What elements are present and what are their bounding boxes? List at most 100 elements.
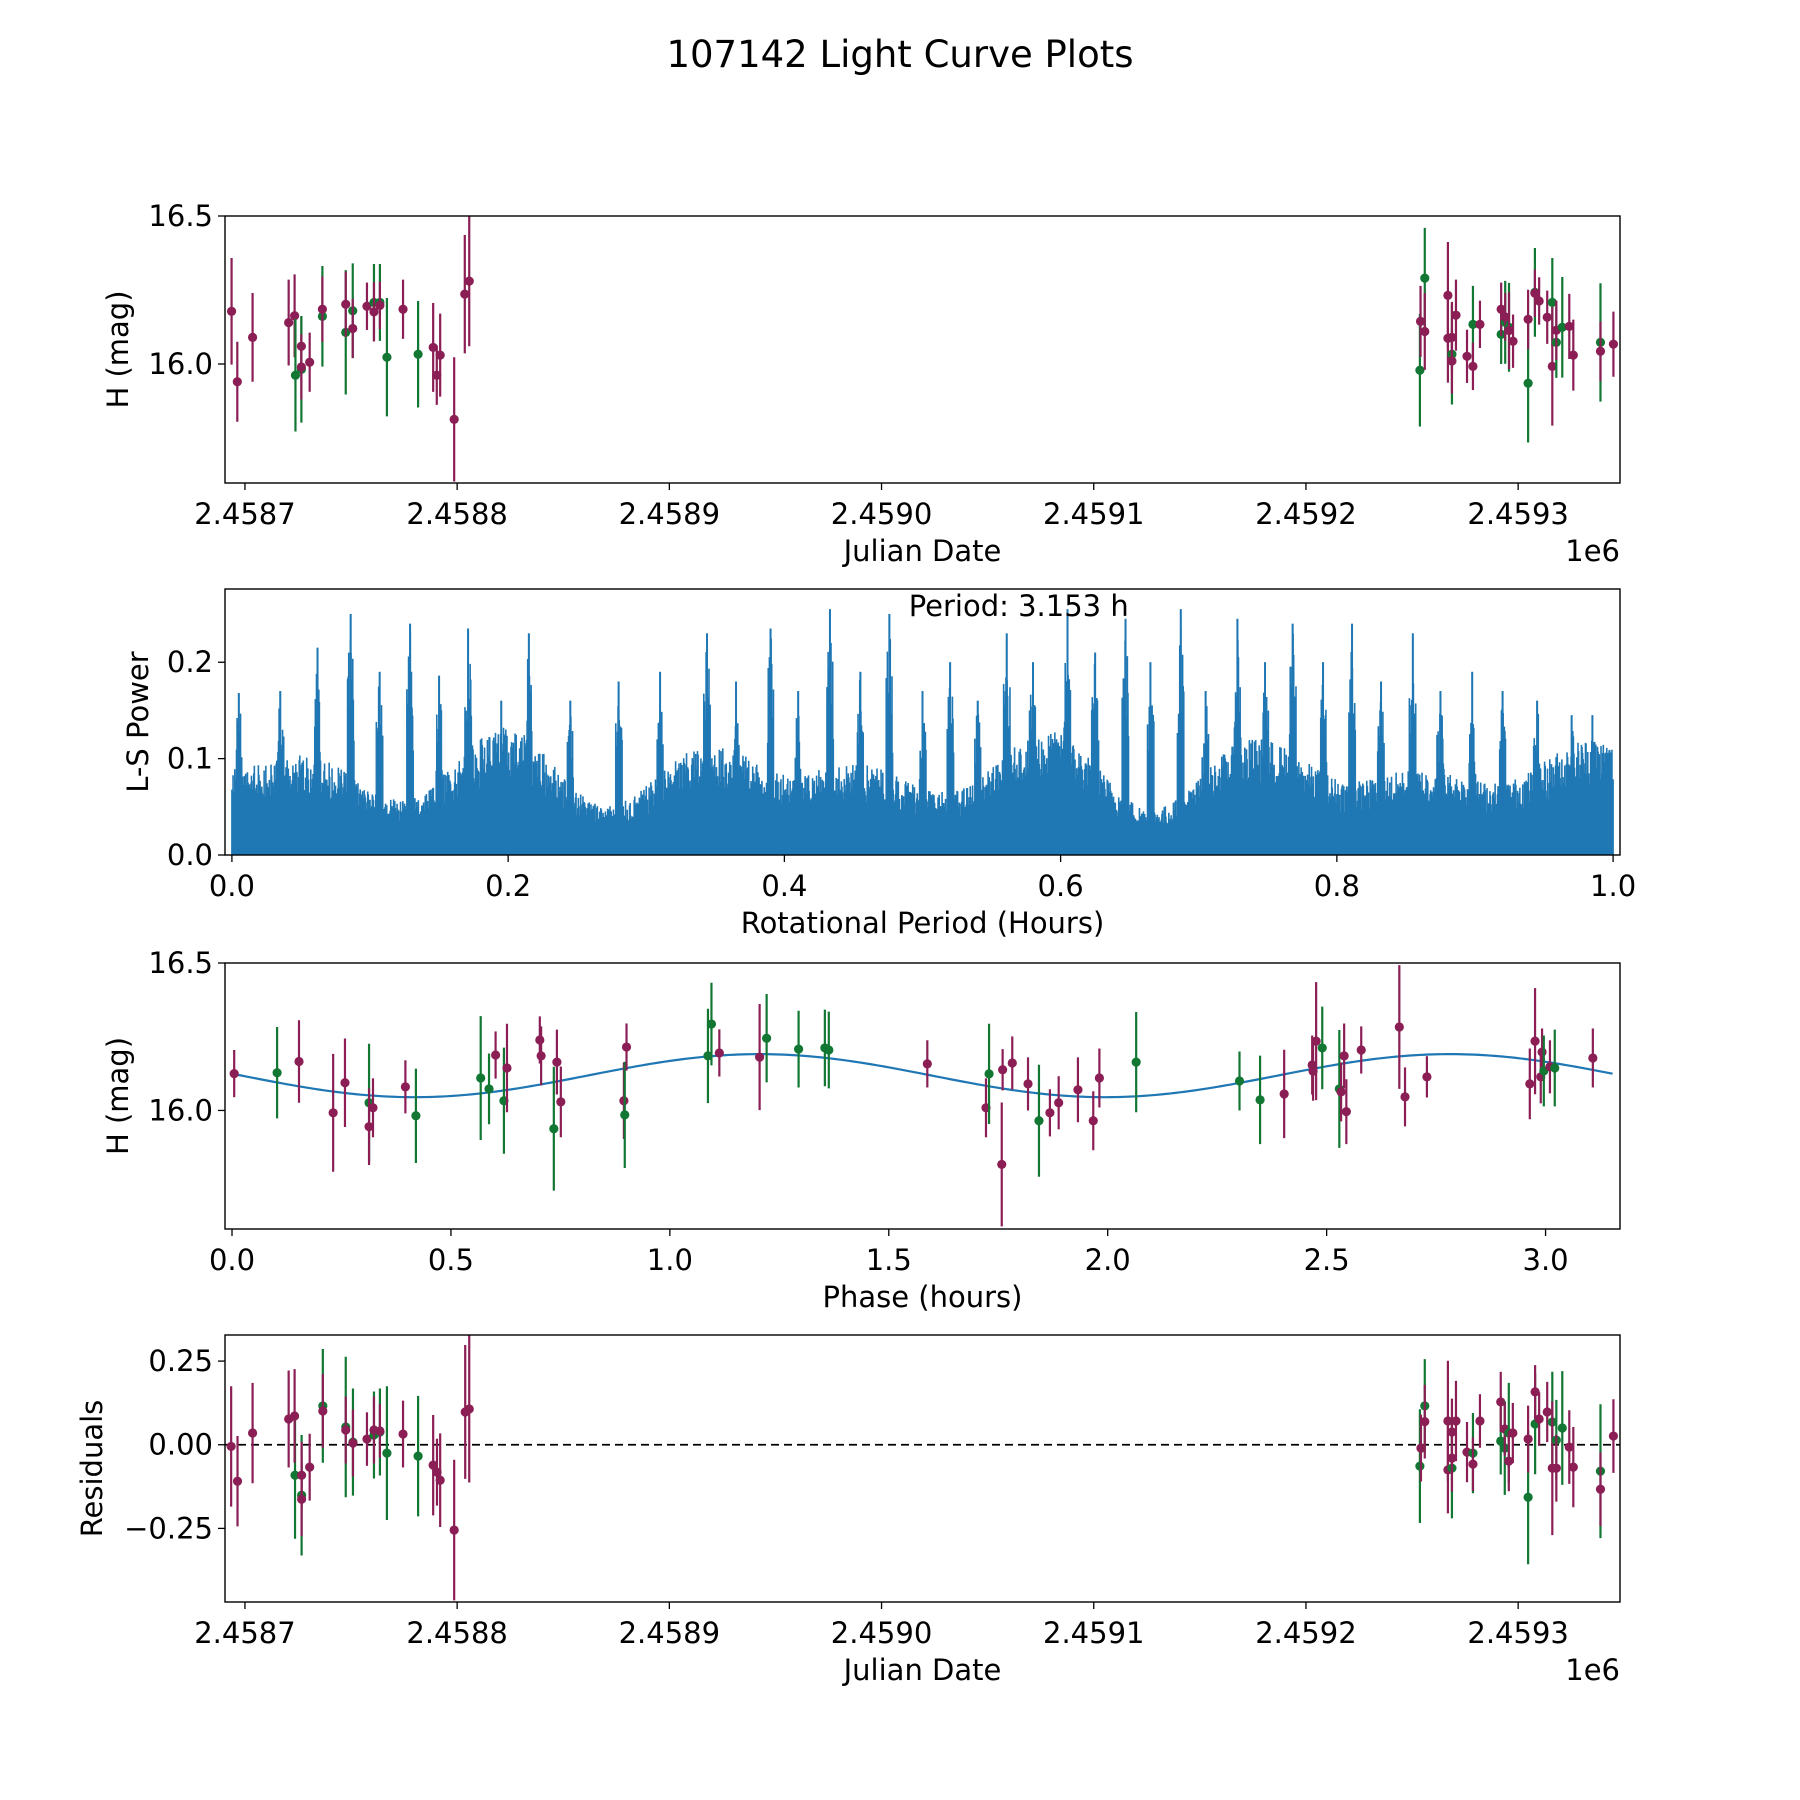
data-point-band-a: [1496, 1397, 1506, 1407]
axes-frame: [224, 215, 1621, 484]
data-point-band-a: [290, 311, 300, 321]
x-tick-label: 2.4587: [194, 497, 295, 531]
data-point-band-a: [1279, 1089, 1289, 1099]
data-point-band-b: [824, 1045, 834, 1055]
data-point-band-a: [1496, 304, 1506, 314]
data-point-band-a: [922, 1059, 932, 1069]
x-tick-label: 2.4588: [406, 497, 507, 531]
data-point-band-b: [620, 1110, 630, 1120]
data-point-band-b: [476, 1073, 486, 1083]
model-curve: [231, 1053, 1613, 1099]
data-point-band-a: [1595, 346, 1606, 356]
data-point-band-a: [305, 1462, 315, 1472]
data-point-band-a: [1504, 1456, 1514, 1466]
x-tick-label: 2.4590: [831, 497, 932, 531]
data-point-band-a: [232, 377, 242, 387]
x-tick-label: 2.4589: [619, 497, 720, 531]
data-point-band-a: [502, 1063, 512, 1073]
x-tick-label: 2.4593: [1467, 497, 1568, 531]
x-tick-label: 2.4590: [831, 1616, 932, 1650]
data-point-band-b: [1557, 1423, 1567, 1433]
data-point-band-a: [1088, 1116, 1098, 1126]
axes-frame: [224, 588, 1621, 856]
x-tick-label: 1.0: [647, 1243, 693, 1277]
y-tick-label: 0.2: [167, 645, 213, 679]
data-point-band-a: [1054, 1098, 1064, 1108]
x-tick-label: 2.4592: [1255, 497, 1356, 531]
data-point-band-a: [1523, 1434, 1533, 1444]
data-point-band-a: [1537, 1047, 1547, 1057]
data-point-band-a: [449, 414, 459, 424]
y-axis-label: Residuals: [75, 1400, 109, 1538]
data-point-band-b: [382, 352, 392, 362]
period-annotation: Period: 3.153 h: [909, 589, 1129, 623]
data-point-band-a: [364, 1122, 374, 1132]
lightcurve-plot-area: [226, 216, 1619, 482]
data-point-band-a: [369, 307, 379, 317]
data-point-band-a: [428, 1460, 438, 1470]
data-point-band-a: [398, 304, 408, 314]
x-axis-label: Julian Date: [842, 1653, 1002, 1687]
data-point-band-a: [1094, 1073, 1104, 1083]
x-tick-label: 1.0: [1590, 869, 1636, 903]
data-point-band-a: [1530, 288, 1540, 298]
data-point-band-a: [536, 1051, 546, 1061]
data-point-band-a: [290, 1411, 300, 1421]
data-point-band-a: [1568, 350, 1578, 360]
data-point-band-a: [1007, 1058, 1017, 1068]
data-point-band-a: [556, 1097, 566, 1107]
data-point-band-a: [435, 350, 445, 360]
data-point-band-a: [296, 362, 306, 372]
axes-frame: [224, 962, 1621, 1230]
data-point-band-a: [1508, 1428, 1518, 1438]
data-point-band-a: [998, 1065, 1008, 1075]
data-point-band-a: [1500, 312, 1510, 322]
x-tick-label: 0.0: [209, 869, 255, 903]
x-offset-label: 1e6: [1565, 534, 1620, 568]
data-point-band-a: [1608, 1431, 1619, 1441]
data-point-band-a: [1551, 1463, 1561, 1473]
data-point-band-b: [1034, 1116, 1044, 1126]
x-tick-label: 0.2: [485, 869, 531, 903]
data-point-band-b: [413, 1451, 423, 1461]
data-point-band-a: [1508, 336, 1518, 346]
data-point-band-a: [490, 1050, 501, 1060]
data-point-band-b: [484, 1084, 494, 1094]
data-point-band-a: [997, 1159, 1007, 1170]
x-axis-label: Rotational Period (Hours): [741, 906, 1105, 940]
periodogram-axes: 0.0 0.2 0.4 0.6 0.8 1.0 0.0 0.1 0.2 Rotational Pe…: [121, 588, 1636, 940]
data-point-band-a: [1525, 1079, 1535, 1089]
data-point-band-a: [1341, 1107, 1351, 1117]
data-point-band-a: [368, 1103, 378, 1113]
data-point-band-b: [290, 1470, 300, 1480]
data-point-band-b: [413, 349, 423, 359]
y-tick-label: 16.0: [148, 1093, 213, 1127]
data-point-band-b: [1131, 1057, 1141, 1067]
figure-title: 107142 Light Curve Plots: [666, 33, 1133, 76]
data-point-band-b: [1234, 1076, 1245, 1086]
data-point-band-a: [398, 1429, 408, 1439]
data-point-band-a: [294, 1056, 304, 1067]
data-point-band-b: [1547, 297, 1557, 308]
data-point-band-a: [247, 332, 258, 342]
data-point-band-b: [1420, 273, 1430, 283]
x-tick-label: 0.0: [209, 1243, 255, 1277]
residuals-plot-area: [225, 1335, 1620, 1601]
data-point-band-a: [1415, 316, 1426, 326]
data-point-band-a: [1447, 1453, 1457, 1463]
data-point-band-a: [435, 1475, 445, 1485]
data-point-band-b: [1468, 319, 1478, 329]
data-point-band-a: [362, 301, 372, 311]
residuals-axes: 2.4587 2.4588 2.4589 2.4590 2.4591 2.4592 2.45…: [75, 1334, 1621, 1687]
data-point-band-a: [1356, 1045, 1366, 1055]
data-point-band-a: [1451, 310, 1461, 320]
data-point-band-a: [1447, 356, 1457, 366]
periodogram-plot-area: [231, 609, 1614, 855]
data-point-band-a: [714, 1048, 724, 1058]
y-tick-label: 0.1: [167, 742, 213, 776]
data-point-band-b: [411, 1111, 421, 1121]
x-tick-label: 2.5: [1304, 1243, 1350, 1277]
data-point-band-a: [1547, 361, 1557, 371]
lightcurve-axes: 2.4587 2.4588 2.4589 2.4590 2.4591 2.4592 2.45…: [101, 199, 1621, 568]
